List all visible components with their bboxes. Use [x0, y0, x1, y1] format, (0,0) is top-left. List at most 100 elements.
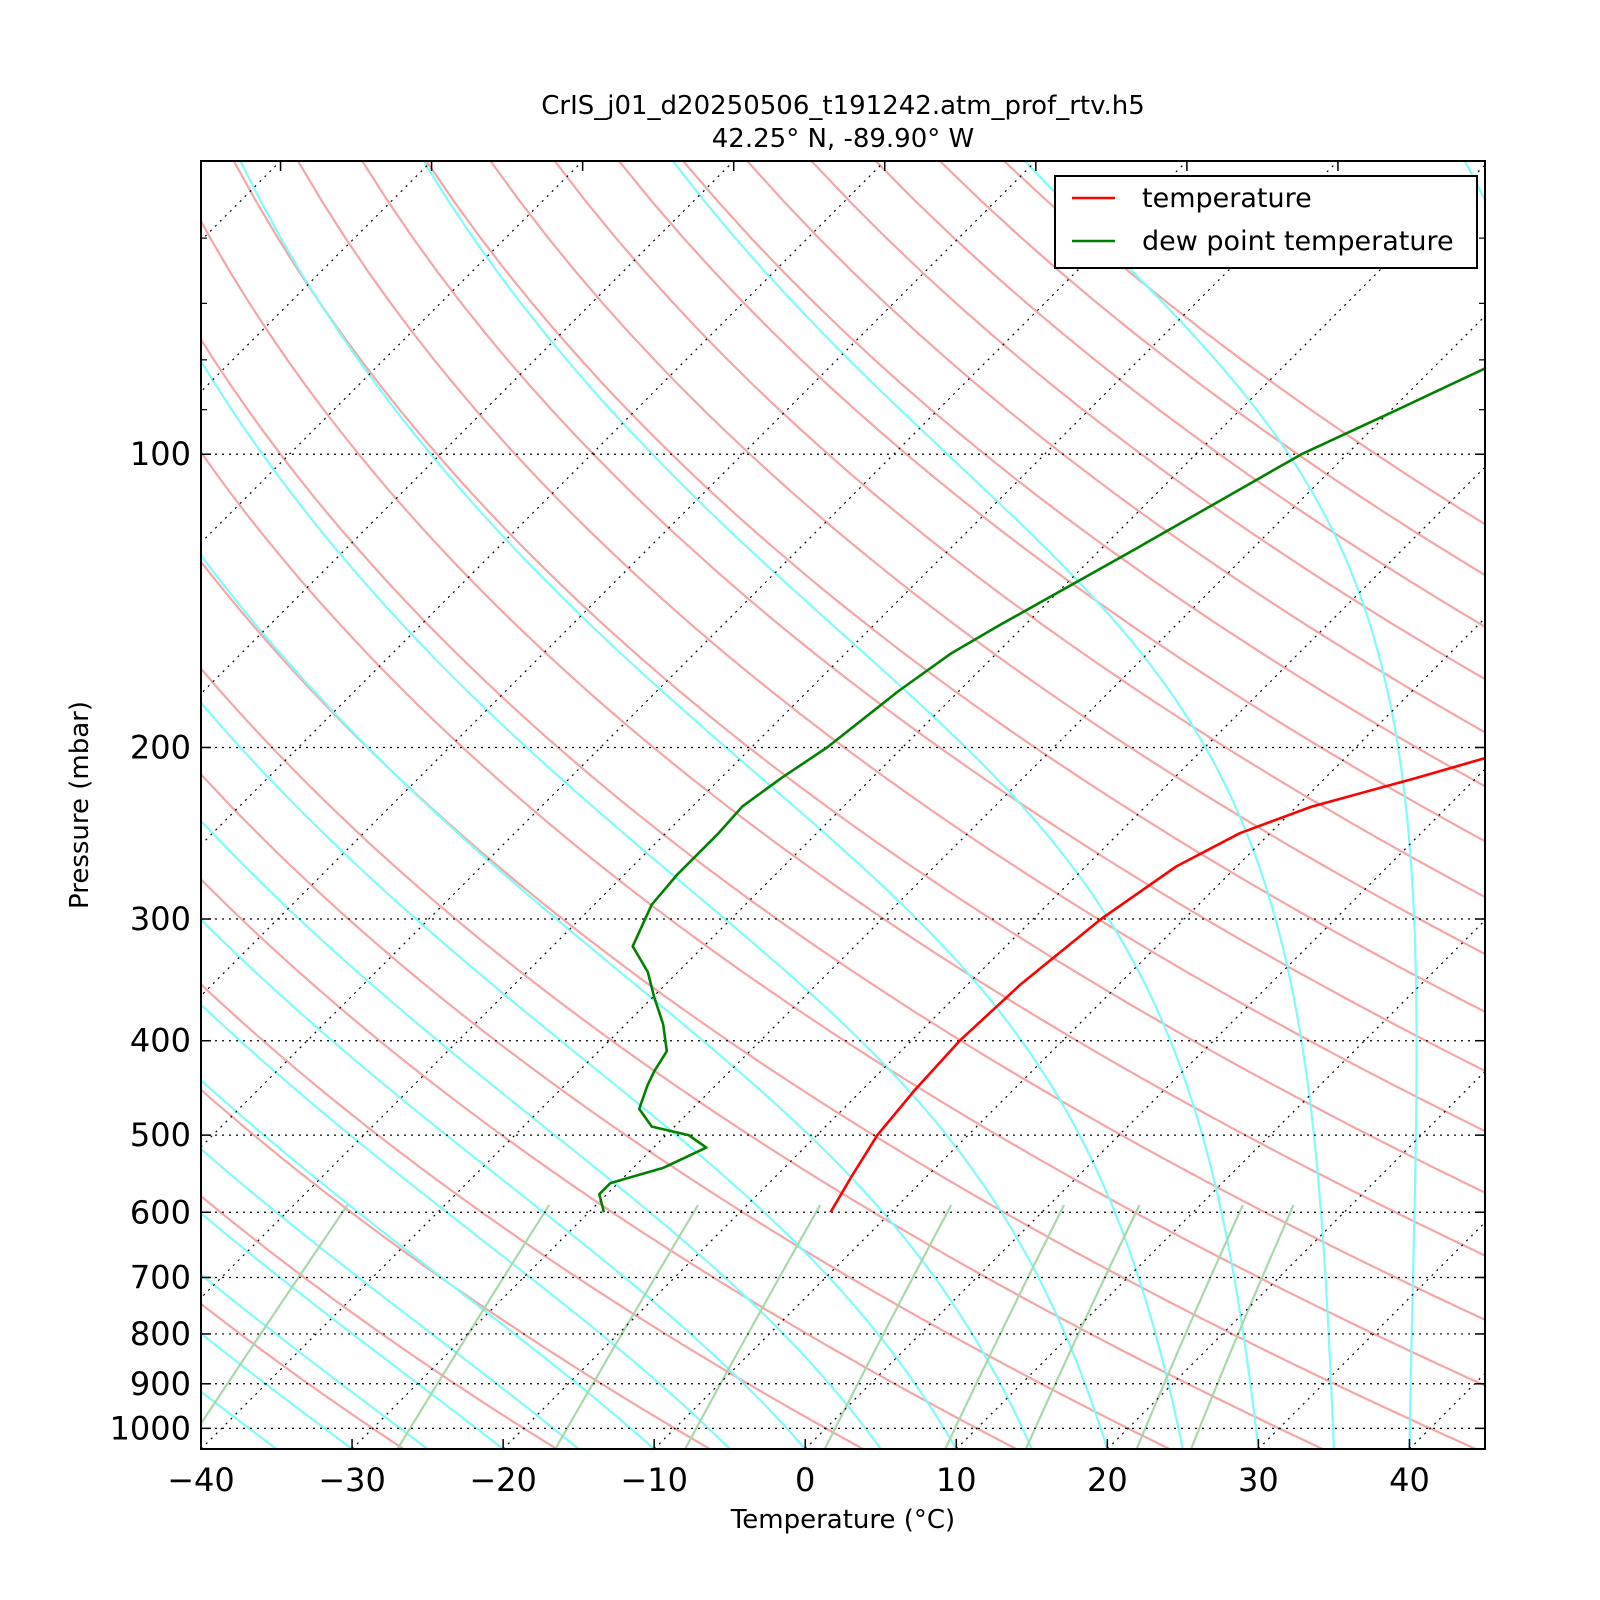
- y-tick-label: 400: [130, 1022, 191, 1060]
- mixing-ratio-line: [201, 1204, 349, 1426]
- x-tick-label: 20: [1087, 1461, 1128, 1499]
- moist-adiabat: [201, 1447, 202, 1449]
- y-tick-labels: 100 200 300 400 500 600 700 800 900 1000: [110, 435, 191, 1447]
- x-tick-label: 30: [1238, 1461, 1279, 1499]
- y-tick-label: 1000: [110, 1409, 191, 1447]
- mixing-ratio-line: [554, 1204, 699, 1449]
- mixing-ratio-line: [1189, 1204, 1295, 1449]
- moist-adiabat: [239, 161, 1184, 1449]
- dry-adiabat: [361, 161, 1485, 1073]
- dry-adiabat: [297, 161, 1485, 1133]
- moist-adiabat: [201, 358, 1109, 1449]
- y-tick-label: 500: [130, 1116, 191, 1154]
- dry-adiabat: [201, 337, 1485, 1321]
- isotherm: [201, 161, 735, 695]
- grid-lines: [201, 161, 1600, 1449]
- x-axis-label: Temperature (°C): [730, 1505, 955, 1535]
- moist-adiabat: [201, 819, 882, 1449]
- mixing-ratio-line: [944, 1204, 1066, 1449]
- legend-label-dewpoint: dew point temperature: [1142, 226, 1454, 257]
- dry-adiabat: [746, 161, 1485, 734]
- moist-adiabat: [422, 161, 1260, 1449]
- isotherm: [201, 161, 886, 846]
- isotherm: [1257, 1221, 1485, 1449]
- temperature-line: [829, 756, 1485, 1213]
- moist-adiabat: [201, 1003, 731, 1449]
- dry-adiabat: [201, 772, 1170, 1449]
- legend: temperature dew point temperature: [1054, 175, 1478, 269]
- mixing-ratio-line: [1135, 1204, 1244, 1449]
- x-tick-label: −30: [318, 1461, 386, 1499]
- dry-adiabat: [618, 161, 1485, 843]
- dry-adiabat: [201, 1088, 711, 1449]
- isotherm: [804, 768, 1485, 1449]
- chart-subtitle: 42.25° N, -89.90° W: [712, 124, 974, 154]
- moist-adiabat: [1561, 161, 1600, 1449]
- dry-adiabat: [201, 218, 1485, 1257]
- x-tick-label: −20: [469, 1461, 537, 1499]
- isotherm: [653, 617, 1485, 1449]
- y-tick-label: 900: [130, 1365, 191, 1403]
- x-tick-labels: −40 −30 −20 −10 0 10 20 30 40: [167, 1461, 1430, 1499]
- moist-adiabat: [201, 553, 1033, 1449]
- dry-adiabat: [1003, 161, 1485, 526]
- dry-adiabat: [874, 161, 1485, 629]
- moist-adiabat: [201, 918, 807, 1449]
- x-tick-label: 40: [1389, 1461, 1430, 1499]
- y-tick-label: 300: [130, 900, 191, 938]
- moist-adiabat: [201, 1078, 655, 1449]
- y-tick-label: 600: [130, 1193, 191, 1231]
- x-tick-label: −10: [620, 1461, 688, 1499]
- mixing-ratio-line: [823, 1204, 953, 1449]
- dry-adiabat: [201, 559, 1477, 1449]
- dry-adiabat: [201, 877, 1017, 1449]
- moist-adiabat: [1464, 161, 1485, 1449]
- x-tick-label: 10: [936, 1461, 977, 1499]
- legend-label-temperature: temperature: [1142, 183, 1312, 214]
- isotherm: [201, 161, 1339, 1299]
- moist-adiabat: [201, 1332, 353, 1449]
- isotherm: [502, 466, 1485, 1449]
- moist-adiabat: [201, 1273, 429, 1449]
- dry-adiabat: [425, 161, 1485, 1014]
- background-lines: [201, 161, 1600, 1449]
- y-tick-label: 700: [130, 1258, 191, 1296]
- dry-adiabat: [810, 161, 1485, 681]
- x-tick-label: 0: [795, 1461, 815, 1499]
- mixing-ratio-line: [684, 1204, 822, 1449]
- dewpoint-line: [597, 366, 1485, 1213]
- chart-title: CrIS_j01_d20250506_t191242.atm_prof_rtv.…: [541, 91, 1145, 121]
- dry-adiabat: [489, 161, 1485, 956]
- isotherm: [201, 164, 1485, 1449]
- series-lines: [597, 366, 1485, 1213]
- isotherm: [201, 161, 1037, 997]
- y-tick-label: 800: [130, 1315, 191, 1353]
- isotherm: [1561, 161, 1600, 1449]
- dry-adiabat: [232, 161, 1485, 1194]
- x-tick-label: −40: [167, 1461, 235, 1499]
- isotherm: [1409, 1372, 1485, 1449]
- y-tick-label: 100: [130, 435, 191, 473]
- y-tick-label: 200: [130, 728, 191, 766]
- moist-adiabat: [201, 701, 958, 1449]
- dry-adiabat: [201, 1302, 405, 1449]
- isotherm: [1106, 1070, 1485, 1449]
- moist-adiabat: [201, 1211, 504, 1449]
- moist-adiabat: [671, 161, 1336, 1449]
- dry-adiabat: [201, 450, 1485, 1387]
- isotherm: [351, 315, 1485, 1449]
- axis-ticks: [200, 161, 1485, 1449]
- isotherm: [201, 161, 1188, 1148]
- dry-adiabat: [201, 667, 1324, 1449]
- y-axis-label: Pressure (mbar): [65, 701, 95, 909]
- dry-adiabat: [553, 161, 1485, 899]
- dry-adiabat: [201, 982, 864, 1449]
- plot-frame: [200, 160, 1486, 1450]
- legend-box: [1054, 175, 1478, 269]
- moist-adiabat: [201, 1390, 278, 1449]
- dry-adiabat: [682, 161, 1485, 788]
- moist-adiabat: [201, 1147, 580, 1449]
- isotherm: [955, 919, 1485, 1449]
- mixing-ratio-line: [396, 1204, 551, 1449]
